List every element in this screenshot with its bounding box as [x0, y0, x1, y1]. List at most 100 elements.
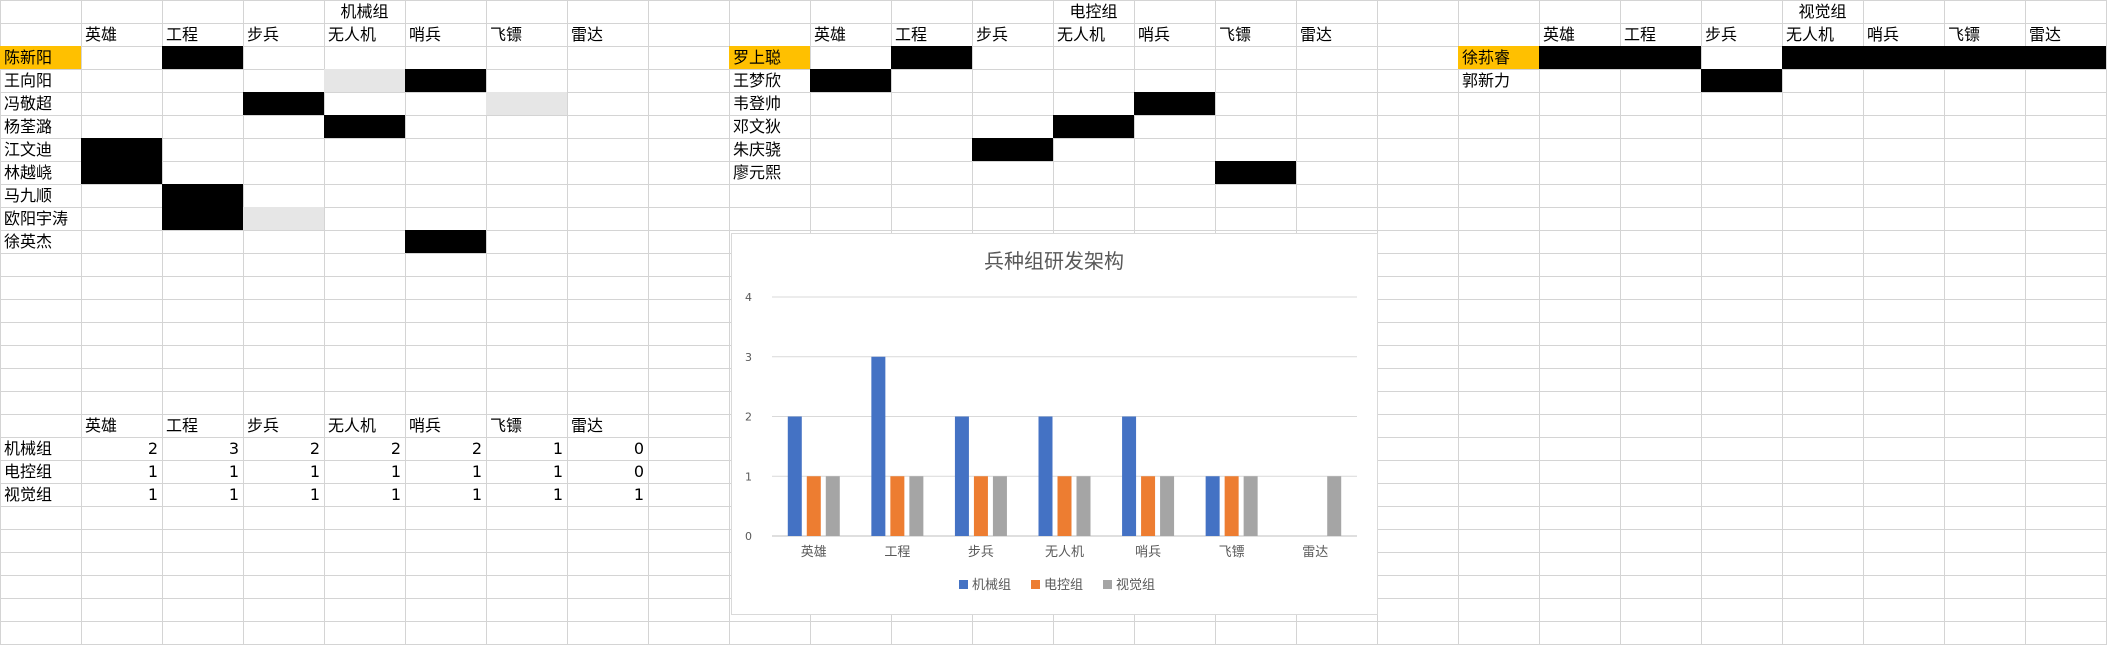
mech-member[interactable]: 王向阳	[4, 71, 53, 90]
summary-row-label[interactable]: 视觉组	[4, 485, 53, 504]
assignment-cell[interactable]	[405, 69, 486, 92]
mech-member[interactable]: 马九顺	[4, 186, 53, 205]
bar-机械组	[871, 356, 886, 536]
assignment-cell[interactable]	[324, 115, 405, 138]
summary-col-header[interactable]: 雷达	[571, 416, 604, 435]
elec-member[interactable]: 邓文狄	[733, 117, 782, 136]
elec-col-header[interactable]: 无人机	[1057, 25, 1106, 44]
bar-视觉组	[992, 476, 1007, 536]
assignment-cell[interactable]	[972, 138, 1053, 161]
group-title-vision[interactable]: 视觉组	[1798, 2, 1847, 21]
assignment-cell[interactable]	[162, 46, 243, 69]
mech-member-leader[interactable]: 陈新阳	[0, 46, 81, 69]
bar-电控组	[890, 476, 905, 536]
mech-member[interactable]: 冯敬超	[4, 94, 53, 113]
summary-value[interactable]: 1	[228, 462, 239, 481]
assignment-cell-light[interactable]	[486, 92, 567, 115]
elec-col-header[interactable]: 步兵	[976, 25, 1009, 44]
mech-col-header[interactable]: 雷达	[571, 25, 604, 44]
summary-value[interactable]: 1	[390, 462, 401, 481]
summary-value[interactable]: 2	[147, 439, 158, 458]
mech-member[interactable]: 江文迪	[4, 140, 53, 159]
y-tick-label: 3	[745, 351, 752, 364]
summary-value[interactable]: 1	[471, 462, 482, 481]
summary-value[interactable]: 1	[552, 462, 563, 481]
vision-col-header[interactable]: 飞镖	[1948, 25, 1981, 44]
summary-row-label[interactable]: 机械组	[4, 439, 53, 458]
elec-col-header[interactable]: 工程	[895, 25, 928, 44]
assignment-cell[interactable]	[405, 230, 486, 253]
x-tick-label: 步兵	[968, 545, 994, 560]
vision-col-header[interactable]: 雷达	[2029, 25, 2062, 44]
summary-col-header[interactable]: 英雄	[85, 416, 118, 435]
mech-member[interactable]: 林越峣	[4, 163, 53, 182]
mech-member[interactable]: 欧阳宇涛	[4, 209, 69, 228]
vision-col-header[interactable]: 步兵	[1705, 25, 1738, 44]
summary-value[interactable]: 1	[309, 462, 320, 481]
mech-col-header[interactable]: 工程	[166, 25, 199, 44]
mech-col-header[interactable]: 英雄	[85, 25, 118, 44]
assignment-cell[interactable]	[1215, 161, 1296, 184]
summary-value[interactable]: 1	[309, 485, 320, 504]
summary-value[interactable]: 3	[228, 439, 239, 458]
assignment-cell[interactable]	[1701, 69, 1782, 92]
mech-col-header[interactable]: 飞镖	[490, 25, 523, 44]
assignment-cell[interactable]	[162, 184, 243, 230]
elec-col-header[interactable]: 哨兵	[1138, 25, 1171, 44]
assignment-cell-light[interactable]	[324, 69, 405, 92]
summary-value[interactable]: 0	[633, 439, 644, 458]
assignment-cell[interactable]	[1539, 46, 1701, 69]
summary-value[interactable]: 1	[552, 439, 563, 458]
summary-value[interactable]: 1	[147, 462, 158, 481]
summary-value[interactable]: 1	[552, 485, 563, 504]
elec-member[interactable]: 廖元熙	[733, 163, 782, 182]
y-tick-label: 4	[745, 291, 752, 304]
vision-col-header[interactable]: 无人机	[1786, 25, 1835, 44]
summary-value[interactable]: 2	[471, 439, 482, 458]
summary-col-header[interactable]: 步兵	[247, 416, 280, 435]
summary-value[interactable]: 2	[390, 439, 401, 458]
summary-value[interactable]: 1	[390, 485, 401, 504]
mech-member[interactable]: 杨荃潞	[4, 117, 53, 136]
summary-col-header[interactable]: 工程	[166, 416, 199, 435]
elec-col-header[interactable]: 英雄	[814, 25, 847, 44]
summary-value[interactable]: 1	[471, 485, 482, 504]
vision-col-header[interactable]: 哨兵	[1867, 25, 1900, 44]
elec-member[interactable]: 韦登帅	[733, 94, 782, 113]
assignment-cell[interactable]	[1134, 92, 1215, 115]
summary-value[interactable]: 1	[633, 485, 644, 504]
elec-member[interactable]: 王梦欣	[733, 71, 782, 90]
mech-col-header[interactable]: 哨兵	[409, 25, 442, 44]
assignment-cell-light[interactable]	[243, 207, 324, 230]
assignment-cell[interactable]	[810, 69, 891, 92]
vision-col-header[interactable]: 工程	[1624, 25, 1657, 44]
summary-col-header[interactable]: 哨兵	[409, 416, 442, 435]
assignment-cell[interactable]	[81, 138, 162, 184]
summary-value[interactable]: 1	[147, 485, 158, 504]
summary-col-header[interactable]: 飞镖	[490, 416, 523, 435]
summary-value[interactable]: 2	[309, 439, 320, 458]
group-title-mech[interactable]: 机械组	[340, 2, 389, 21]
bar-chart[interactable]: 兵种组研发架构 0 1 2 3 4 英雄 工程 步兵 无人机 哨兵 飞镖 雷达 机械组 电控组 视觉组	[731, 233, 1378, 615]
summary-col-header[interactable]: 无人机	[328, 416, 377, 435]
bar-视觉组	[1327, 476, 1342, 536]
summary-row-label[interactable]: 电控组	[4, 462, 53, 481]
elec-col-header[interactable]: 飞镖	[1219, 25, 1252, 44]
elec-col-header[interactable]: 雷达	[1300, 25, 1333, 44]
vision-col-header[interactable]: 英雄	[1543, 25, 1576, 44]
vision-member-leader[interactable]: 徐荪睿	[1458, 46, 1539, 69]
assignment-cell[interactable]	[891, 46, 972, 69]
vision-member[interactable]: 郭新力	[1462, 71, 1511, 90]
mech-member[interactable]: 徐英杰	[4, 232, 53, 251]
summary-value[interactable]: 1	[228, 485, 239, 504]
assignment-cell[interactable]	[1782, 46, 2106, 69]
mech-col-header[interactable]: 无人机	[328, 25, 377, 44]
assignment-cell[interactable]	[243, 92, 324, 115]
assignment-cell[interactable]	[1053, 115, 1134, 138]
x-tick-label: 哨兵	[1135, 545, 1161, 560]
summary-value[interactable]: 0	[633, 462, 644, 481]
elec-member[interactable]: 朱庆骁	[733, 140, 782, 159]
elec-member-leader[interactable]: 罗上聪	[729, 46, 810, 69]
mech-col-header[interactable]: 步兵	[247, 25, 280, 44]
group-title-elec[interactable]: 电控组	[1069, 2, 1118, 21]
